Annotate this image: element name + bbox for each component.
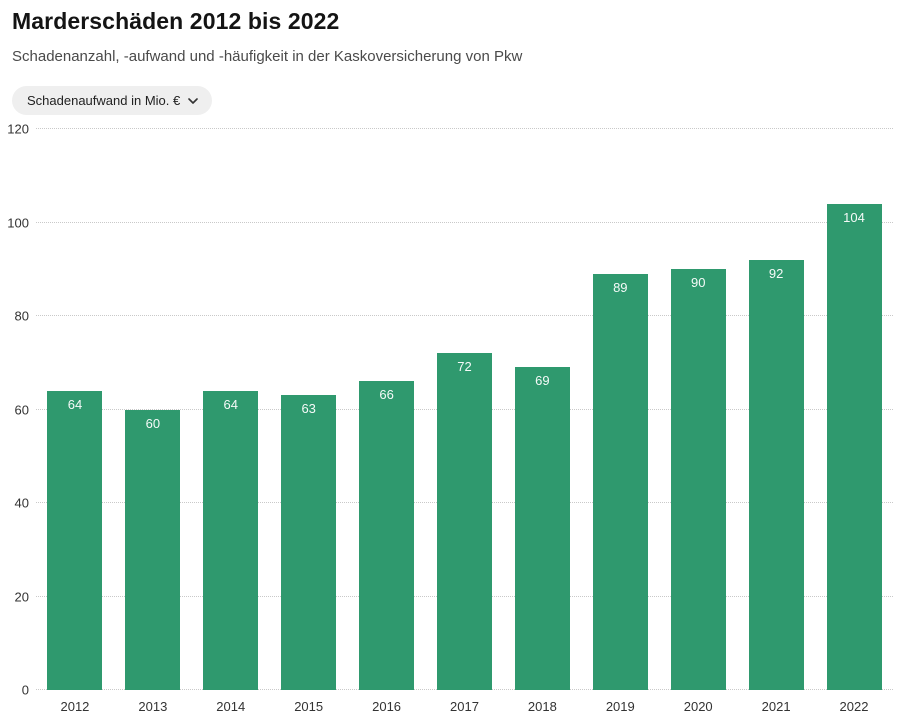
bar-slot-2016: 66 xyxy=(348,129,426,690)
bar-slot-2021: 92 xyxy=(737,129,815,690)
y-tick-label: 40 xyxy=(14,495,29,511)
y-tick-label: 100 xyxy=(7,215,29,230)
y-tick-label: 80 xyxy=(14,308,29,324)
gridline-y-80: 80 xyxy=(15,309,893,324)
chart-header: Marderschäden 2012 bis 2022 Schadenanzah… xyxy=(0,0,900,65)
x-tick-label-2019: 2019 xyxy=(605,698,635,714)
bar-slot-2018: 69 xyxy=(503,129,581,690)
bar-2018[interactable]: 69 xyxy=(514,367,570,690)
plot-area: 0 20 40 60 80 100 120 64 60 64 63 66 72 69 89 90 92 104 xyxy=(7,122,893,698)
bar-value-label: 104 xyxy=(843,209,865,225)
y-tick-label: 60 xyxy=(14,402,29,417)
page-subtitle: Schadenanzahl, -aufwand und -häufigkeit … xyxy=(12,48,523,65)
bar-slot-2015: 63 xyxy=(270,129,348,690)
bars-row: 64 60 64 63 66 72 69 89 90 92 104 xyxy=(36,129,893,690)
metric-dropdown-label: Schadenaufwand in Mio. € xyxy=(27,93,181,108)
y-tick-label: 20 xyxy=(14,589,29,604)
bar-value-label: 90 xyxy=(690,275,706,291)
bar-value-label: 72 xyxy=(457,359,472,375)
chart-controls: Schadenaufwand in Mio. € xyxy=(0,65,900,115)
bar-2015[interactable]: 63 xyxy=(281,395,337,690)
bar-2020[interactable]: 90 xyxy=(670,269,726,690)
bar-2021[interactable]: 92 xyxy=(748,259,804,690)
gridline-y-120: 120 xyxy=(7,122,893,137)
bar-value-label: 69 xyxy=(535,373,550,389)
bar-slot-2019: 89 xyxy=(581,129,659,690)
bar-value-label: 92 xyxy=(768,265,784,281)
x-tick-label-2015: 2015 xyxy=(294,698,324,714)
x-tick-label-2014: 2014 xyxy=(216,698,246,714)
bar-slot-2012: 64 xyxy=(36,129,114,690)
bar-2017[interactable]: 72 xyxy=(436,353,492,690)
bar-value-label: 63 xyxy=(301,401,316,417)
bar-value-label: 66 xyxy=(379,387,394,403)
bar-chart: 0 20 40 60 80 100 120 64 60 64 63 66 72 69 89 90 92 104 2… xyxy=(0,122,900,722)
bar-value-label: 89 xyxy=(613,279,628,295)
x-tick-label-2012: 2012 xyxy=(60,698,90,714)
x-tick-label-2018: 2018 xyxy=(527,698,557,714)
gridline-y-100: 100 xyxy=(7,215,893,230)
x-tick-label-2020: 2020 xyxy=(683,698,713,714)
x-tick-label-2021: 2021 xyxy=(761,698,791,714)
bar-2012[interactable]: 64 xyxy=(47,390,103,690)
y-tick-label: 0 xyxy=(21,682,29,698)
bar-slot-2022: 104 xyxy=(815,129,893,690)
bar-slot-2017: 72 xyxy=(426,129,504,690)
x-tick-label-2022: 2022 xyxy=(839,698,869,714)
bar-slot-2014: 64 xyxy=(192,129,270,690)
x-tick-label-2016: 2016 xyxy=(372,698,402,714)
x-tick-label-2017: 2017 xyxy=(450,698,479,714)
x-axis: 2012 2013 2014 2015 2016 2017 2018 2019 2020 2021… xyxy=(36,690,893,722)
bar-slot-2020: 90 xyxy=(659,129,737,690)
metric-dropdown[interactable]: Schadenaufwand in Mio. € xyxy=(12,86,213,115)
bar-2016[interactable]: 66 xyxy=(359,381,415,690)
bar-value-label: 64 xyxy=(67,396,83,412)
y-tick-label: 120 xyxy=(7,121,29,137)
bar-slot-2013: 60 xyxy=(114,129,192,690)
chevron-down-icon xyxy=(188,97,199,104)
bar-2014[interactable]: 64 xyxy=(203,390,259,690)
page-title: Marderschäden 2012 bis 2022 xyxy=(12,8,340,34)
bar-2022[interactable]: 104 xyxy=(826,203,882,690)
bar-value-label: 60 xyxy=(145,415,161,431)
bar-2019[interactable]: 89 xyxy=(592,273,648,690)
bar-2013[interactable]: 60 xyxy=(125,409,181,690)
x-tick-label-2013: 2013 xyxy=(138,698,168,714)
bar-value-label: 64 xyxy=(223,396,238,412)
